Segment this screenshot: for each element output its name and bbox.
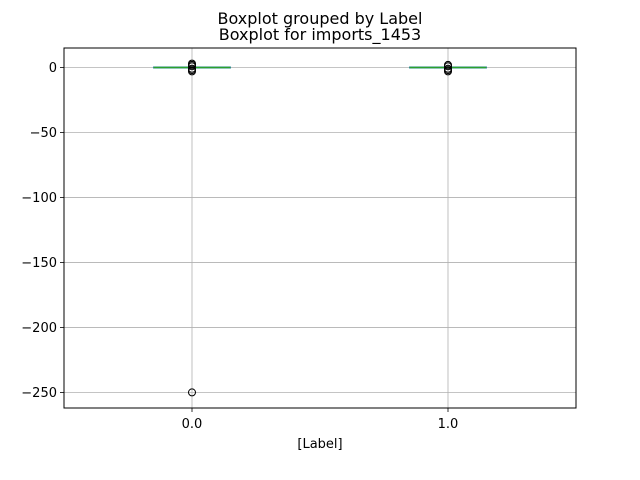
grid-lines [64, 48, 576, 408]
outlier-point [188, 388, 196, 397]
y-tick-label: 0 [49, 61, 57, 76]
boxes [153, 59, 487, 397]
box-group [409, 60, 487, 76]
outlier-point [444, 60, 452, 69]
x-tick-label: 1.0 [438, 417, 459, 432]
box-group [153, 59, 231, 397]
y-tick-label: −250 [21, 386, 57, 401]
outlier-point [188, 59, 196, 68]
outlier-point [188, 67, 196, 76]
x-tick-label: 0.0 [182, 417, 203, 432]
x-axis-ticks: 0.0 1.0 [182, 408, 459, 432]
chart-suptitle: Boxplot grouped by Label [218, 9, 423, 28]
y-axis-ticks: 0 −50 −100 −150 −200 −250 [21, 61, 64, 401]
y-tick-label: −150 [21, 256, 57, 271]
y-tick-label: −200 [21, 321, 57, 336]
outlier-point [444, 67, 452, 76]
y-tick-label: −50 [30, 126, 57, 141]
chart-title: Boxplot for imports_1453 [219, 25, 421, 45]
y-tick-label: −100 [21, 191, 57, 206]
plot-frame [63, 47, 577, 409]
x-axis-label: [Label] [297, 437, 342, 452]
